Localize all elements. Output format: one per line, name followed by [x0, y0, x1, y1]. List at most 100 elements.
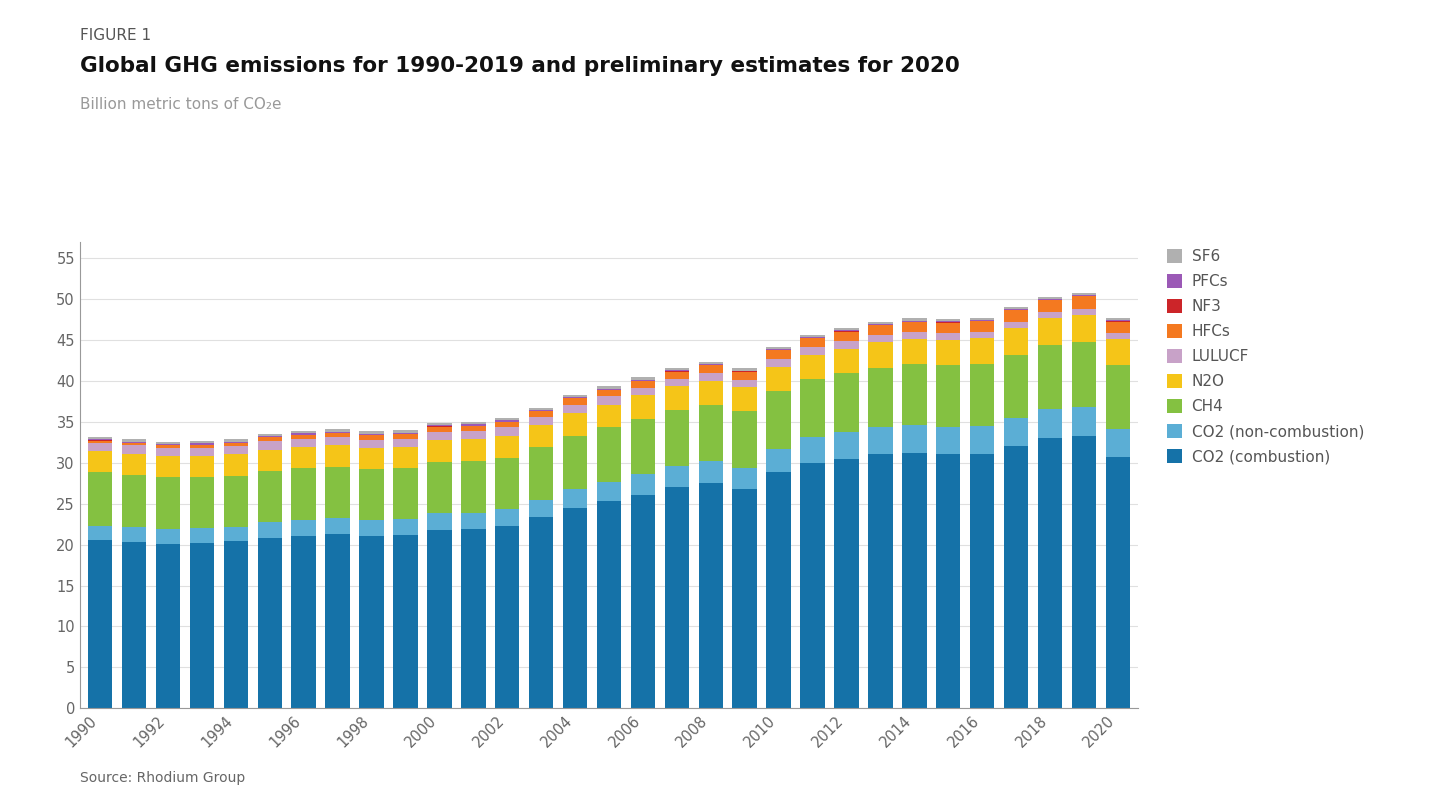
Bar	[223, 446, 248, 455]
Bar	[223, 476, 248, 526]
Bar	[494, 526, 519, 708]
Bar	[597, 390, 621, 396]
Bar	[461, 461, 486, 513]
Bar	[155, 445, 180, 448]
Bar	[291, 447, 316, 469]
Bar	[494, 422, 519, 427]
Bar	[155, 543, 180, 708]
Bar	[461, 439, 486, 461]
Bar	[869, 325, 893, 335]
Bar	[291, 535, 316, 708]
Bar	[1038, 409, 1063, 438]
Bar	[597, 481, 621, 502]
Bar	[122, 442, 146, 443]
Bar	[1106, 339, 1130, 365]
Bar	[1038, 438, 1063, 708]
Bar	[937, 323, 960, 333]
Bar	[631, 378, 655, 379]
Bar	[902, 453, 927, 708]
Bar	[155, 444, 180, 445]
Bar	[258, 471, 281, 522]
Bar	[360, 434, 384, 435]
Bar	[1003, 309, 1028, 310]
Bar	[732, 468, 757, 489]
Bar	[834, 349, 858, 374]
Bar	[1072, 296, 1096, 308]
Bar	[597, 502, 621, 708]
Bar	[291, 431, 316, 433]
Bar	[732, 372, 757, 380]
Bar	[223, 526, 248, 541]
Bar	[699, 381, 724, 404]
Bar	[937, 321, 960, 322]
Bar	[88, 526, 112, 540]
Bar	[1072, 342, 1096, 407]
Bar	[767, 391, 790, 448]
Bar	[529, 410, 554, 411]
Bar	[494, 420, 519, 422]
Bar	[428, 462, 451, 514]
Bar	[1072, 407, 1096, 436]
Bar	[1072, 295, 1096, 296]
Bar	[325, 437, 349, 445]
Bar	[970, 364, 995, 426]
Bar	[223, 443, 248, 446]
Bar	[190, 448, 215, 456]
Bar	[190, 543, 215, 708]
Bar	[291, 469, 316, 520]
Bar	[1038, 297, 1063, 299]
Bar	[325, 534, 349, 708]
Bar	[732, 370, 757, 371]
Bar	[834, 328, 858, 330]
Bar	[732, 369, 757, 370]
Bar	[190, 528, 215, 543]
Bar	[1038, 299, 1063, 300]
Bar	[631, 419, 655, 474]
Bar	[494, 510, 519, 526]
Bar	[834, 332, 858, 341]
Bar	[664, 487, 689, 708]
Bar	[122, 440, 146, 442]
Bar	[258, 522, 281, 538]
Bar	[699, 483, 724, 708]
Bar	[190, 456, 215, 477]
Bar	[393, 519, 418, 535]
Bar	[529, 500, 554, 517]
Bar	[631, 379, 655, 381]
Bar	[360, 435, 384, 440]
Bar	[597, 389, 621, 390]
Bar	[393, 434, 418, 439]
Bar	[902, 322, 927, 332]
Bar	[664, 411, 689, 466]
Bar	[1072, 293, 1096, 295]
Bar	[902, 425, 927, 453]
Bar	[902, 339, 927, 365]
Bar	[767, 448, 790, 473]
Bar	[1038, 345, 1063, 409]
Bar	[699, 374, 724, 381]
Bar	[970, 426, 995, 454]
Bar	[937, 340, 960, 365]
Text: Billion metric tons of CO₂e: Billion metric tons of CO₂e	[80, 97, 281, 112]
Bar	[1072, 436, 1096, 708]
Bar	[291, 433, 316, 435]
Bar	[155, 448, 180, 456]
Bar	[597, 404, 621, 427]
Bar	[834, 432, 858, 459]
Bar	[325, 518, 349, 534]
Bar	[155, 477, 180, 529]
Bar	[869, 368, 893, 427]
Bar	[223, 442, 248, 443]
Bar	[494, 436, 519, 458]
Bar	[428, 423, 451, 425]
Bar	[529, 417, 554, 425]
Bar	[970, 321, 995, 332]
Bar	[664, 372, 689, 379]
Bar	[767, 350, 790, 360]
Bar	[88, 443, 112, 451]
Bar	[122, 527, 146, 542]
Bar	[258, 538, 281, 708]
Bar	[428, 530, 451, 708]
Bar	[1038, 312, 1063, 319]
Bar	[1003, 354, 1028, 418]
